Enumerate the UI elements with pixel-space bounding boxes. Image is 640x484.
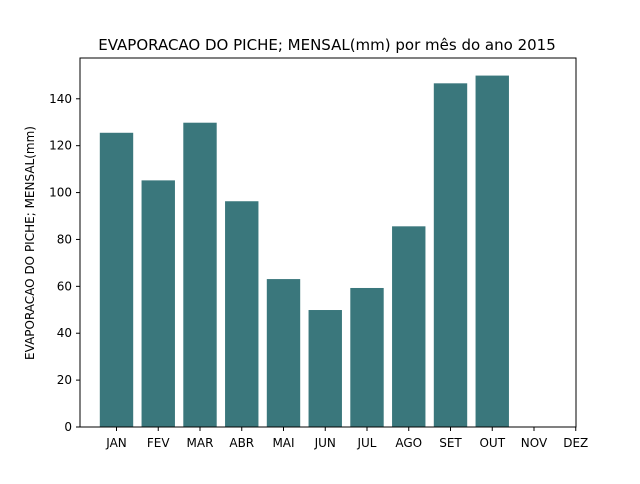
bar-jun	[308, 310, 342, 427]
bar-set	[433, 83, 468, 427]
bar-ago	[392, 226, 426, 427]
bar-out	[475, 75, 509, 427]
bar-mai	[266, 279, 301, 427]
chart-title: EVAPORACAO DO PICHE; MENSAL(mm) por mês …	[98, 36, 556, 54]
x-tick-label: MAI	[272, 436, 294, 450]
bars-group	[99, 75, 509, 427]
y-tick-label: 100	[49, 186, 72, 200]
y-tick-label: 60	[57, 279, 72, 293]
x-tick-label: FEV	[147, 436, 170, 450]
y-tick-label: 120	[49, 139, 72, 153]
x-tick-label: JUL	[356, 436, 376, 450]
plot-frame	[79, 57, 577, 428]
x-tick-label: OUT	[479, 436, 505, 450]
bar-jan	[99, 132, 134, 427]
bar-jul	[350, 287, 384, 427]
x-tick-label: DEZ	[563, 436, 588, 450]
y-tick-label: 140	[49, 92, 72, 106]
x-tick-label: MAR	[187, 436, 214, 450]
bar-mar	[183, 122, 217, 427]
x-tick-label: JUN	[314, 436, 336, 450]
bar-abr	[225, 201, 259, 427]
y-tick-label: 40	[57, 326, 72, 340]
y-axis-label: EVAPORACAO DO PICHE; MENSAL(mm)	[23, 126, 37, 360]
x-tick-label: JAN	[105, 436, 127, 450]
x-tick-label: NOV	[521, 436, 548, 450]
y-tick-label: 0	[64, 420, 72, 434]
x-tick-label: ABR	[229, 436, 254, 450]
bar-fev	[141, 180, 175, 427]
y-tick-label: 80	[57, 232, 72, 246]
y-axis-ticks: 0 20 40 60 80 100 120 140	[49, 92, 80, 434]
y-tick-label: 20	[57, 373, 72, 387]
x-tick-label: AGO	[395, 436, 422, 450]
x-axis-ticks: JAN FEV MAR ABR MAI JUN JUL AGO SET OUT NOV DEZ	[105, 427, 588, 450]
x-tick-label: SET	[439, 436, 462, 450]
